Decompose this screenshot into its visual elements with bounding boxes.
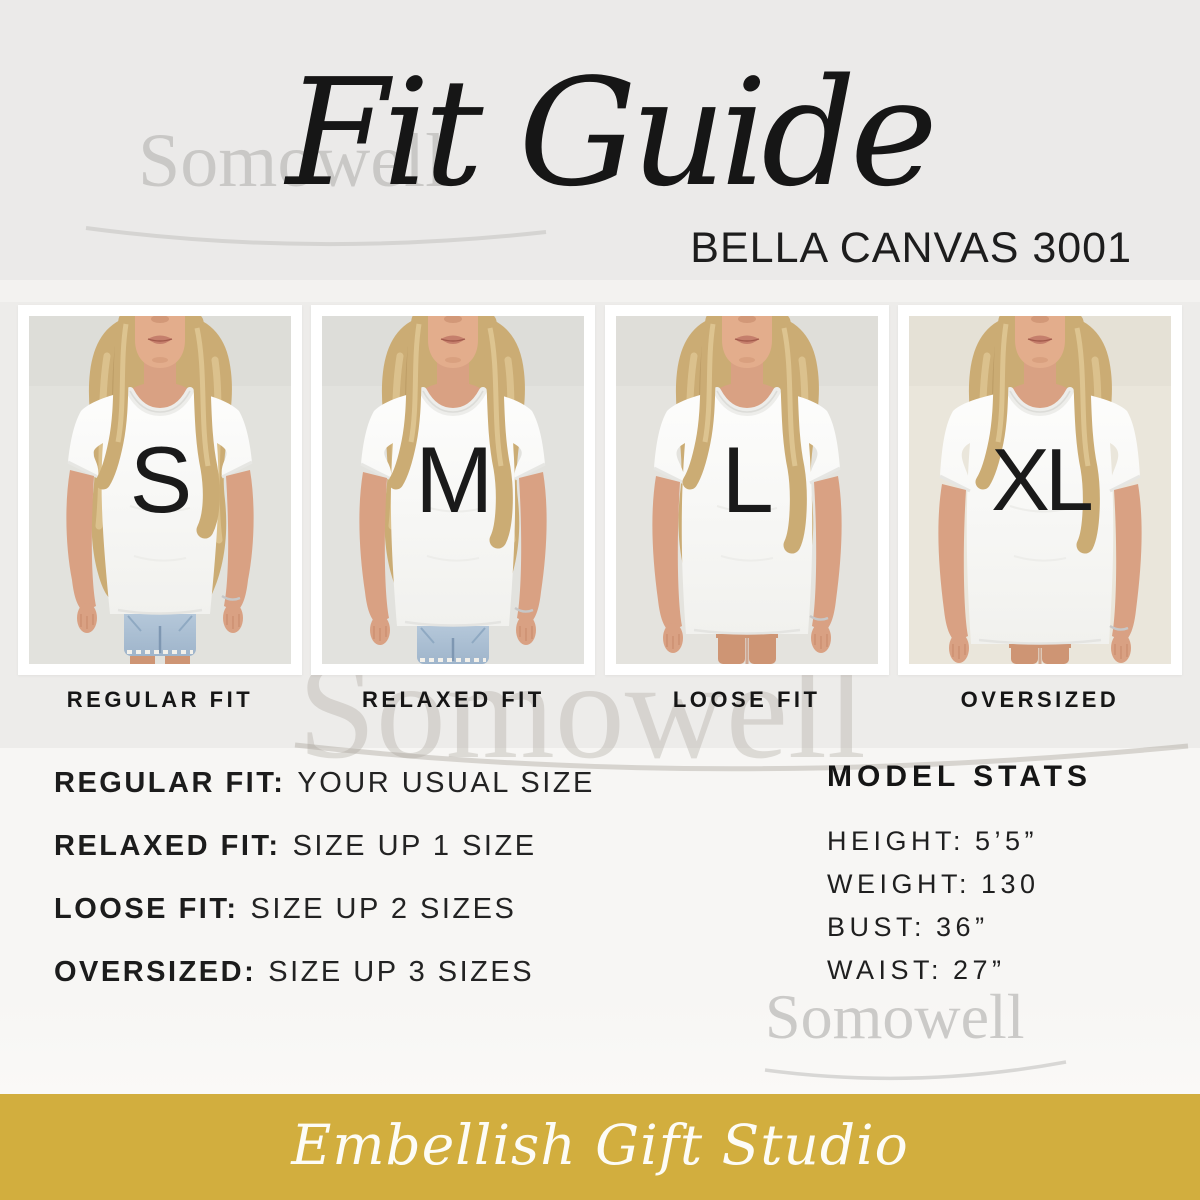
fit-rule-value: SIZE UP 1 SIZE — [292, 830, 537, 862]
stat-bust: BUST: 36” — [827, 912, 989, 942]
fit-rule-oversized: OVERSIZED: SIZE UP 3 SIZES — [54, 954, 595, 990]
fit-rule-label: RELAXED FIT: — [54, 830, 281, 862]
size-panel-xl: XL OVERSIZED — [897, 305, 1182, 713]
model-photo-relaxed-fit: M — [311, 305, 596, 675]
fit-rule-label: OVERSIZED: — [54, 956, 257, 988]
fit-caption: LOOSE FIT — [672, 687, 821, 712]
fit-caption: OVERSIZED — [960, 687, 1120, 712]
size-panel-s: S REGULAR FIT — [18, 305, 302, 713]
poster-title: Fit Guide — [286, 47, 938, 219]
model-illustration — [908, 316, 1171, 664]
model-stats-title: MODEL STATS — [827, 760, 1092, 793]
stat-weight: WEIGHT: 130 — [827, 869, 1040, 899]
fit-rule-value: YOUR USUAL SIZE — [297, 767, 595, 799]
fit-caption: REGULAR FIT — [66, 687, 254, 712]
size-letter: S — [129, 427, 193, 532]
size-panel-m: M RELAXED FIT — [311, 305, 596, 713]
fit-rule-value: SIZE UP 2 SIZES — [250, 893, 517, 925]
size-panel-l: L LOOSE FIT — [604, 305, 889, 713]
model-illustration — [615, 316, 878, 664]
divider-band — [0, 280, 1200, 302]
fit-rules: REGULAR FIT: YOUR USUAL SIZE RELAXED FIT:… — [54, 765, 595, 1017]
brand-signature: Embellish Gift Studio — [291, 1113, 909, 1177]
model-illustration — [29, 316, 291, 664]
text-band — [0, 748, 1200, 1094]
watermark-somowell-bottom: Somowell — [765, 981, 1025, 1052]
size-letter: XL — [991, 430, 1094, 529]
fit-rule-label: LOOSE FIT: — [54, 893, 239, 925]
fit-rule-label: REGULAR FIT: — [54, 767, 286, 799]
model-illustration — [322, 316, 585, 664]
fit-caption: RELAXED FIT — [361, 687, 545, 712]
fit-rule-loose: LOOSE FIT: SIZE UP 2 SIZES — [54, 891, 595, 927]
model-photo-oversized: XL — [897, 305, 1182, 675]
fit-rule-value: SIZE UP 3 SIZES — [268, 956, 535, 988]
fit-rule-regular: REGULAR FIT: YOUR USUAL SIZE — [54, 765, 595, 801]
stat-waist: WAIST: 27” — [827, 955, 1006, 985]
watermark-somowell-header: Somowell — [138, 119, 447, 203]
model-photo-loose-fit: L — [604, 305, 889, 675]
size-panels: S REGULAR FIT M RELAXED FIT L LOOSE FIT … — [18, 305, 1182, 713]
poster-subtitle: BELLA CANVAS 3001 — [690, 224, 1132, 272]
model-stats: MODEL STATS HEIGHT: 5’5” WEIGHT: 130 BUST:… — [827, 760, 1092, 992]
size-letter: L — [721, 427, 774, 532]
footer-bar: Embellish Gift Studio — [0, 1094, 1200, 1200]
fit-rule-relaxed: RELAXED FIT: SIZE UP 1 SIZE — [54, 828, 595, 864]
model-photo-regular-fit: S — [18, 305, 302, 675]
stat-height: HEIGHT: 5’5” — [827, 826, 1039, 856]
size-letter: M — [415, 427, 493, 532]
